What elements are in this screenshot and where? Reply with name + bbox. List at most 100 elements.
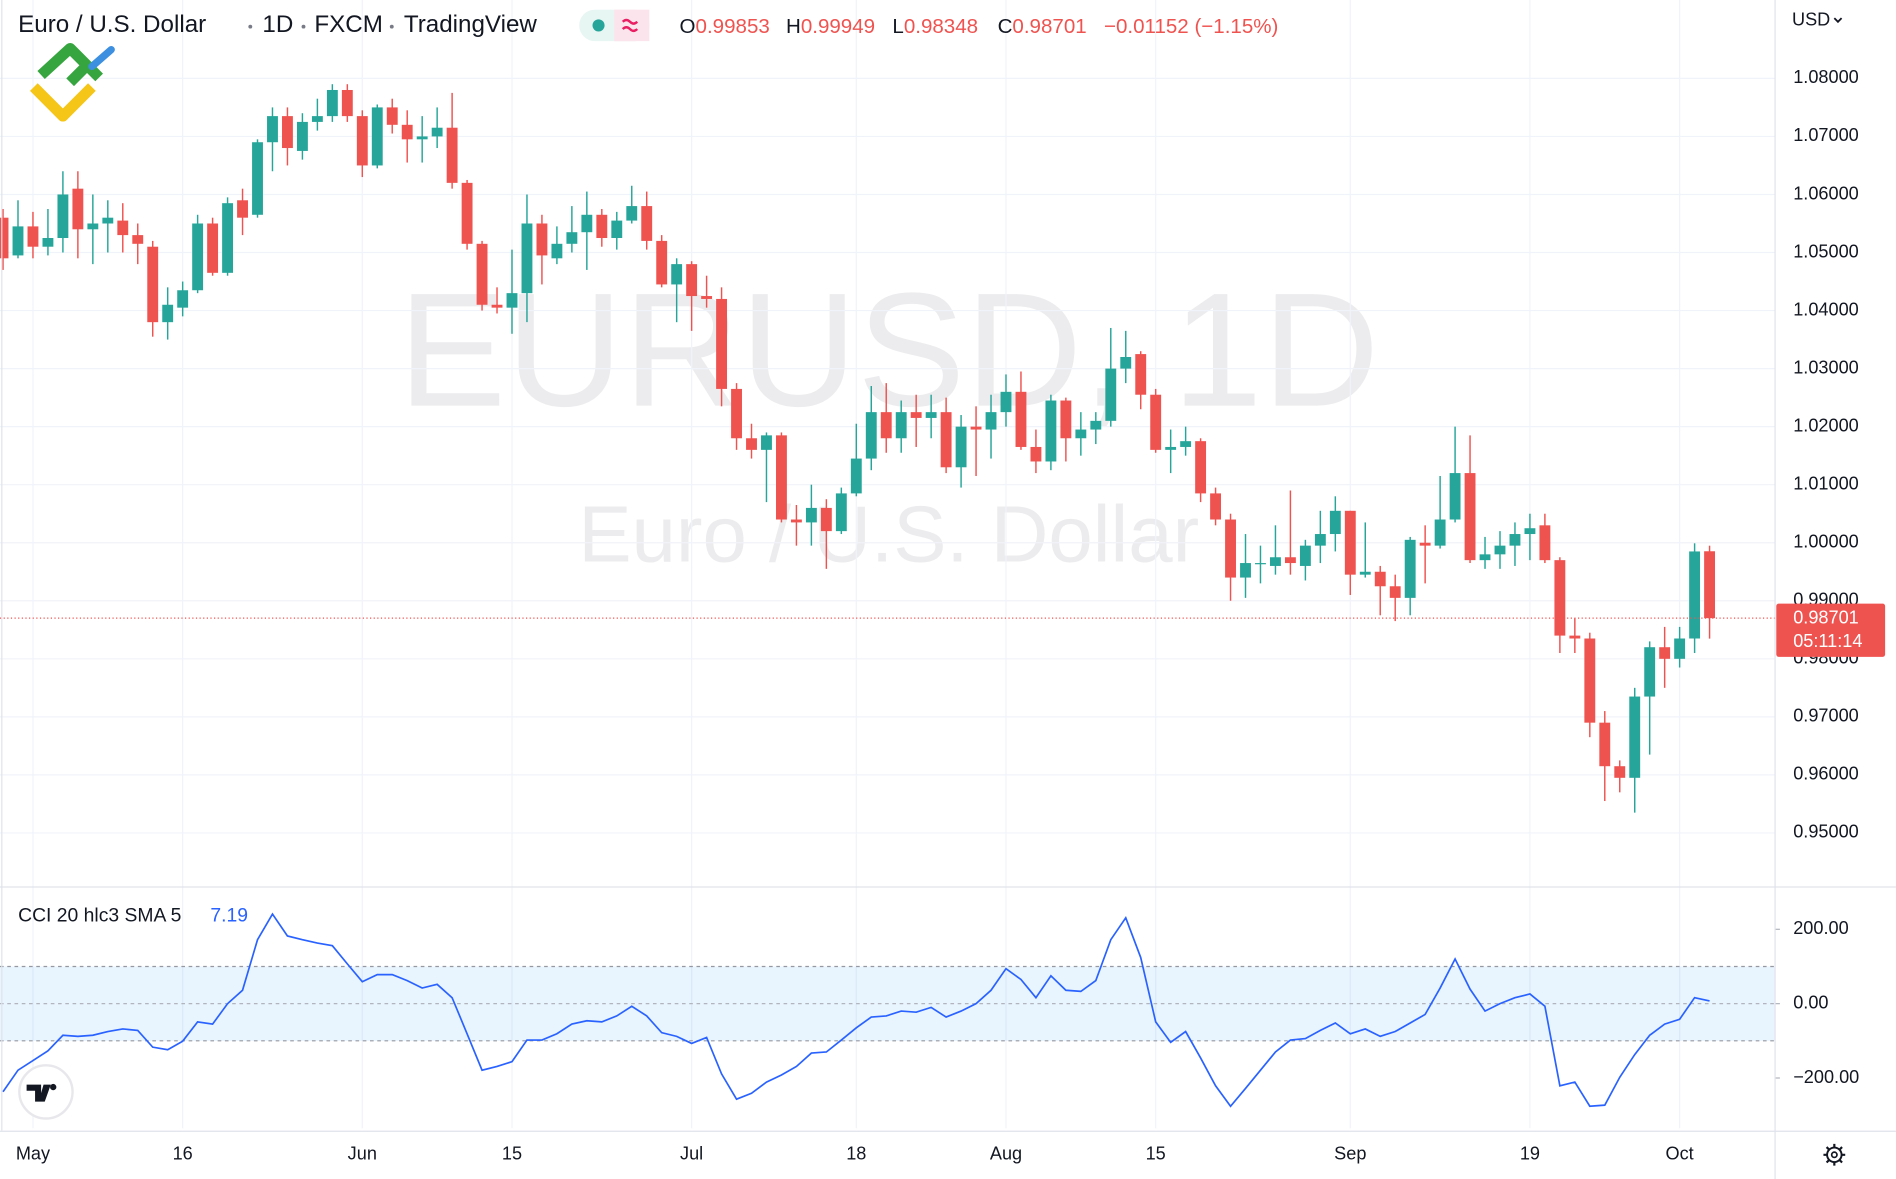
candle-body (132, 235, 144, 244)
cci-y-tick-label: 0.00 (1793, 992, 1828, 1012)
candle-body (1644, 647, 1656, 697)
candle-body (850, 458, 862, 494)
candle-body (731, 388, 742, 439)
ohlc-legend: O0.99853 H0.99949 L0.98348 C0.98701 −0.0… (680, 15, 1279, 38)
candle-body (880, 412, 892, 439)
settings-button[interactable] (1823, 1143, 1846, 1166)
candle-body (671, 264, 683, 285)
candle-body (1404, 539, 1416, 598)
price-badge-bg (1776, 603, 1886, 657)
candle-body (1524, 528, 1536, 535)
candle-body (1105, 368, 1117, 421)
change: −0.01152 (−1.15%) (1104, 15, 1278, 38)
indicator-title[interactable]: CCI 20 hlc3 SMA 5 (18, 905, 181, 927)
candle-body (1165, 446, 1177, 450)
candle-body (641, 206, 653, 241)
y-tick-label: 1.05000 (1793, 241, 1859, 261)
pill-cap (614, 9, 650, 42)
candle-body (1284, 557, 1296, 564)
candle-body (311, 116, 323, 122)
candle-body (386, 107, 398, 125)
candle-body (506, 293, 518, 308)
countdown: 05:11:14 (1793, 631, 1862, 651)
candle-body (117, 220, 129, 236)
market-status-pill[interactable] (579, 9, 650, 42)
candle-body (1569, 635, 1581, 639)
open-value: 0.99853 (696, 15, 770, 38)
cci-panel (0, 912, 1780, 1108)
candle-body (296, 121, 308, 151)
candle-body (551, 243, 563, 259)
candle-body (940, 412, 952, 468)
candle-body (566, 232, 578, 244)
candle-body (102, 217, 114, 224)
candle-body (761, 435, 772, 450)
candle-body (1689, 551, 1701, 639)
candle-body (626, 206, 638, 221)
candle-body (237, 200, 248, 218)
candle-body (356, 116, 368, 166)
candle-body (581, 214, 593, 233)
candle-body (1479, 554, 1491, 561)
candle-body (1614, 766, 1626, 778)
header: Euro / U.S. Dollar 1D FXCM TradingView O… (18, 9, 1843, 42)
candle-body (536, 223, 548, 256)
candle-body (1359, 571, 1371, 575)
candle-body (1030, 446, 1042, 462)
candle-body (282, 116, 293, 149)
separator (389, 24, 394, 29)
tradingview-logo[interactable] (18, 1064, 74, 1120)
candles (0, 84, 1776, 813)
candle-body (955, 426, 967, 468)
currency-selector[interactable]: USD (1792, 9, 1830, 29)
candle-body (461, 182, 473, 244)
candle-body (1075, 429, 1087, 439)
candle-body (1195, 441, 1207, 494)
candle-body (1629, 696, 1641, 778)
x-tick-label: 16 (173, 1144, 193, 1164)
candle-body (1464, 473, 1476, 561)
x-tick-label: Aug (990, 1144, 1022, 1164)
separator (248, 24, 253, 29)
candle-body (1329, 510, 1341, 535)
x-tick-label: 15 (1146, 1144, 1166, 1164)
candle-body (326, 89, 338, 117)
watermark-subtitle: Euro / U.S. Dollar (578, 490, 1199, 579)
candle-body (1494, 545, 1506, 555)
low-letter: L (892, 15, 903, 38)
broker-logo (30, 42, 115, 122)
candle-body (207, 223, 219, 273)
interval[interactable]: 1D (262, 11, 293, 38)
candle-body (1299, 545, 1311, 566)
open-letter: O (680, 15, 696, 38)
candle-body (1240, 563, 1251, 578)
candle-body (910, 412, 922, 418)
candle-body (865, 412, 877, 459)
exchange: FXCM (314, 11, 382, 38)
candle-body (656, 240, 668, 285)
candle-body (1120, 356, 1132, 369)
candle-body (805, 507, 817, 523)
candle-body (1374, 571, 1386, 587)
candle-body (267, 116, 278, 143)
candle-body (1509, 534, 1521, 546)
symbol-name[interactable]: Euro / U.S. Dollar (18, 11, 206, 38)
logo-glyph (26, 1084, 51, 1102)
candle-body (1135, 354, 1147, 395)
candle-body (820, 507, 832, 532)
candle-body (0, 217, 9, 259)
approx-icon (621, 18, 639, 33)
candle-body (790, 519, 802, 523)
logo-dot (50, 1083, 57, 1091)
currency-chevron (1833, 17, 1843, 24)
candle-body (192, 223, 204, 291)
candle-body (1314, 534, 1326, 546)
candle-body (776, 435, 787, 520)
y-tick-label: 1.02000 (1793, 415, 1859, 435)
candle-body (1255, 563, 1266, 565)
candle-body (476, 243, 488, 305)
candle-body (1210, 493, 1222, 520)
candle-body (27, 226, 39, 247)
